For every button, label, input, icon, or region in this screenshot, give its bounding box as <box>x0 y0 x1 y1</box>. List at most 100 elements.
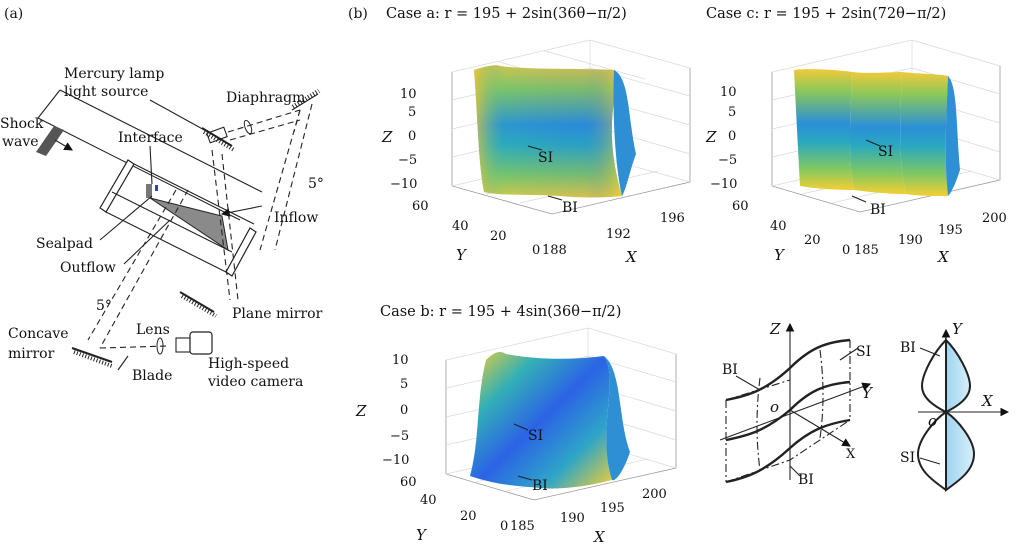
case-c-x-tick-195: 195 <box>938 223 963 238</box>
case-a-x-tick-196: 196 <box>660 211 685 226</box>
profile-y-label: Y <box>952 320 964 338</box>
case-a-si-label: SI <box>538 150 553 166</box>
label-plane-mirror: Plane mirror <box>232 306 323 322</box>
label-angle-top: 5° <box>308 176 324 192</box>
interface-marker <box>146 184 152 198</box>
profile-lower-lobe <box>945 410 976 492</box>
case-c-x-label: X <box>937 248 950 266</box>
case-a-z-tick-m10: −10 <box>390 177 417 192</box>
optical-path <box>71 88 321 371</box>
case-c-z-tick-0: 0 <box>728 129 736 144</box>
case-a-z-label: Z <box>381 128 393 146</box>
case-b-bi-label: BI <box>532 478 548 494</box>
schematic-y-label: Y <box>862 384 874 402</box>
case-a-y-label: Y <box>456 246 468 264</box>
case-a-z-tick-0: 0 <box>408 129 416 144</box>
case-b-z-tick-5: 5 <box>400 377 408 392</box>
plot-case-b-title: Case b: r = 195 + 4sin(36θ−π/2) <box>380 304 621 320</box>
schematic-si-label: SI <box>856 344 871 360</box>
camera-lens-icon <box>175 337 191 353</box>
schematic-x-label: X <box>846 447 856 462</box>
case-c-x-tick-190: 190 <box>898 233 923 248</box>
case-c-x-tick-200: 200 <box>982 211 1007 226</box>
case-b-y-tick-0: 0 <box>500 519 508 534</box>
case-c-y-label: Y <box>774 246 786 264</box>
case-a-x-label: X <box>625 248 638 266</box>
case-b-x-label: X <box>593 528 606 546</box>
case-b-si-label: SI <box>528 428 543 444</box>
case-b-x-tick-200: 200 <box>642 487 667 502</box>
case-a-z-tick-5: 5 <box>408 105 416 120</box>
case-a-y-tick-0: 0 <box>532 243 540 258</box>
case-a-z-tick-m5: −5 <box>398 153 417 168</box>
case-c-bi-label: BI <box>870 202 886 218</box>
profile-bi-label: BI <box>900 340 916 356</box>
case-a-x-tick-192: 192 <box>606 227 631 242</box>
case-b-z-label: Z <box>355 402 367 420</box>
case-b-z-tick-10: 10 <box>392 353 409 368</box>
label-shock-2: wave <box>2 134 39 150</box>
interface-schematic: Z Y X o BI SI BI <box>719 320 874 488</box>
case-b-y-label: Y <box>416 526 428 544</box>
plot-case-b: Case b: r = 195 + 4sin(36θ−π/2) 10 5 0 −… <box>355 304 677 546</box>
case-b-z-tick-0: 0 <box>400 403 408 418</box>
plot-case-c-surface-1 <box>794 69 854 190</box>
label-outflow: Outflow <box>60 260 116 276</box>
high-speed-camera-icon <box>189 331 213 355</box>
case-c-z-tick-5: 5 <box>728 105 736 120</box>
panel-a-experimental-setup: (a) <box>0 6 324 390</box>
case-a-y-tick-40: 40 <box>452 219 469 234</box>
profile-x-label: X <box>981 392 994 410</box>
label-inflow: Inflow <box>274 210 318 226</box>
case-b-x-tick-195: 195 <box>600 501 625 516</box>
label-highspeed-2: video camera <box>207 374 303 390</box>
shock-tube <box>36 89 263 277</box>
plot-case-c-surface-3 <box>900 72 948 196</box>
plot-case-a-title: Case a: r = 195 + 2sin(36θ−π/2) <box>386 6 627 22</box>
schematic-z-label: Z <box>769 320 781 338</box>
case-b-y-tick-20: 20 <box>460 509 477 524</box>
case-b-y-tick-40: 40 <box>420 493 437 508</box>
label-interface: Interface <box>118 130 183 146</box>
label-concave-1: Concave <box>8 326 69 342</box>
case-b-z-tick-m5: −5 <box>390 429 409 444</box>
case-b-x-tick-185: 185 <box>510 519 535 534</box>
case-a-y-tick-60: 60 <box>412 199 429 214</box>
mercury-lamp-icon <box>206 126 228 144</box>
case-b-y-tick-60: 60 <box>400 475 417 490</box>
panel-a-tag: (a) <box>4 6 23 22</box>
case-c-y-tick-40: 40 <box>770 219 787 234</box>
profile-si-label: SI <box>900 450 915 466</box>
case-a-y-tick-20: 20 <box>490 229 507 244</box>
plot-case-a: Case a: r = 195 + 2sin(36θ−π/2) 10 5 0 −… <box>381 6 691 266</box>
interface-profile: Y X o BI SI <box>900 320 1010 492</box>
case-c-z-tick-10: 10 <box>720 85 737 100</box>
profile-origin: o <box>928 412 937 430</box>
case-a-x-tick-188: 188 <box>542 243 567 258</box>
panel-b-tag: (b) <box>348 6 368 22</box>
schematic-origin: o <box>770 398 779 416</box>
case-b-x-tick-190: 190 <box>560 511 585 526</box>
case-c-z-tick-m10: −10 <box>710 177 737 192</box>
case-c-si-label: SI <box>878 144 893 160</box>
label-mercury-2: light source <box>64 84 148 100</box>
label-diaphragm: Diaphragm <box>226 90 305 106</box>
plot-case-c: Case c: r = 195 + 2sin(72θ−π/2) 10 5 0 −… <box>705 6 1007 266</box>
case-a-z-tick-10: 10 <box>400 87 417 102</box>
schematic-bi-bottom-label: BI <box>798 472 814 488</box>
label-highspeed-1: High-speed <box>208 356 289 372</box>
label-shock-1: Shock <box>0 116 44 132</box>
label-angle-bottom: 5° <box>96 298 112 314</box>
label-sealpad: Sealpad <box>36 236 93 252</box>
case-c-x-tick-185: 185 <box>854 243 879 258</box>
case-b-z-tick-m10: −10 <box>382 453 409 468</box>
label-concave-2: mirror <box>8 346 55 362</box>
case-c-z-label: Z <box>705 128 717 146</box>
plot-case-c-title: Case c: r = 195 + 2sin(72θ−π/2) <box>706 6 946 22</box>
case-c-z-tick-m5: −5 <box>718 153 737 168</box>
label-blade: Blade <box>132 368 172 384</box>
label-mercury-1: Mercury lamp <box>64 66 164 82</box>
case-c-y-tick-0: 0 <box>842 243 850 258</box>
case-c-y-tick-20: 20 <box>804 233 821 248</box>
